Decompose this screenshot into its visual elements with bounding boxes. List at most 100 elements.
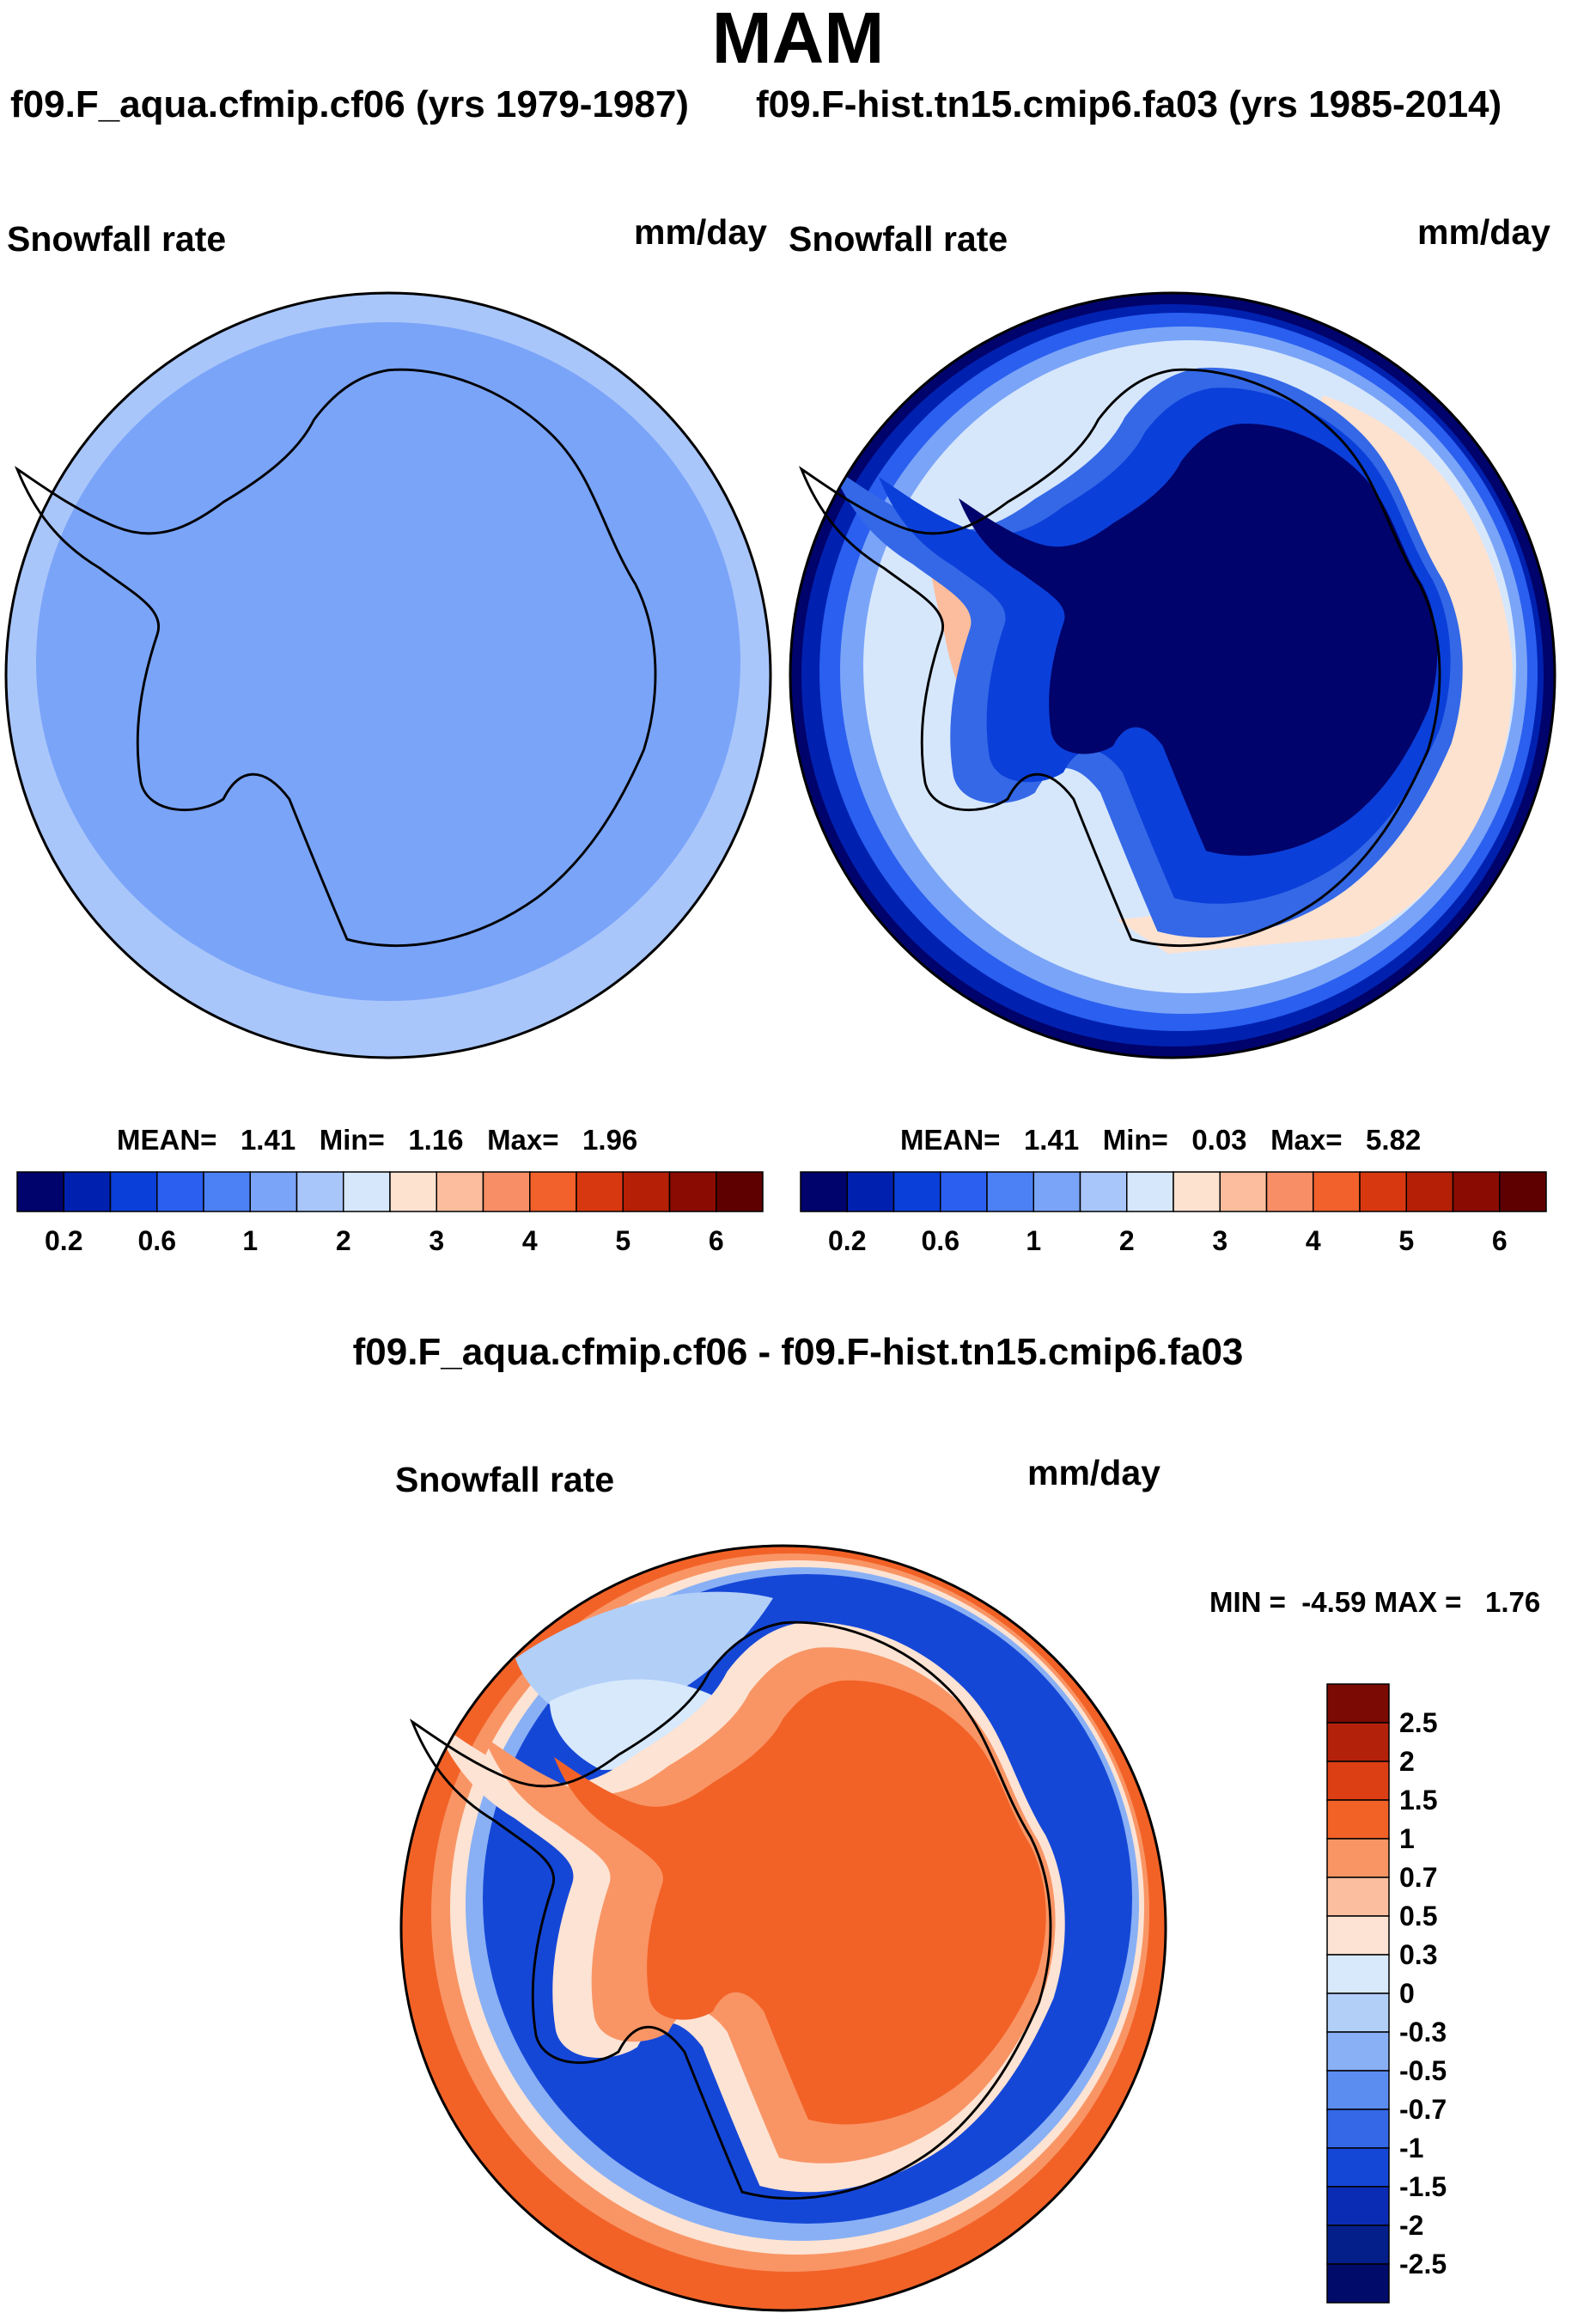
diff-max-label: MAX = xyxy=(1374,1586,1462,1618)
diff-units-label: mm/day xyxy=(1027,1453,1160,1492)
colorbar-swatch xyxy=(343,1171,391,1212)
right-variable-label: Snowfall rate xyxy=(789,219,1008,259)
diff-map xyxy=(395,1538,1177,2313)
diff-map-border xyxy=(399,1544,1167,2312)
colorbar-swatch xyxy=(986,1171,1034,1212)
colorbar-swatch xyxy=(1326,2147,1390,2188)
colorbar-swatch xyxy=(1265,1171,1314,1212)
colorbar-tick-label: -0.7 xyxy=(1399,2094,1447,2125)
colorbar-swatch xyxy=(622,1171,671,1212)
colorbar-swatch xyxy=(668,1171,717,1212)
left-colorbar xyxy=(16,1171,764,1212)
left-min-value: 1.16 xyxy=(408,1124,464,1156)
colorbar-swatch xyxy=(1405,1171,1454,1212)
colorbar-tick-label: 0.5 xyxy=(1399,1901,1438,1932)
colorbar-tick-label: 0.7 xyxy=(1399,1862,1438,1893)
page-title: MAM xyxy=(711,0,885,78)
left-variable-label: Snowfall rate xyxy=(7,219,227,259)
right-map xyxy=(773,284,1572,1065)
colorbar-tick-label: 5 xyxy=(1398,1225,1415,1256)
colorbar-swatch xyxy=(156,1171,204,1212)
colorbar-swatch xyxy=(1326,1877,1390,1917)
colorbar-swatch xyxy=(1326,2225,1390,2265)
diff-min-label: MIN = xyxy=(1209,1586,1286,1618)
left-max-label: Max= xyxy=(487,1124,559,1156)
left-max-value: 1.96 xyxy=(582,1124,638,1156)
colorbar-tick-label: 5 xyxy=(615,1225,631,1256)
colorbar-swatch xyxy=(1219,1171,1268,1212)
colorbar-swatch xyxy=(1326,1954,1390,1994)
colorbar-tick-label: 6 xyxy=(708,1225,724,1256)
diff-case-title: f09.F_aqua.cfmip.cf06 - f09.F-hist.tn15.… xyxy=(352,1331,1244,1373)
colorbar-tick-label: -0.3 xyxy=(1399,2017,1447,2048)
colorbar-swatch xyxy=(295,1171,344,1212)
colorbar-swatch xyxy=(1452,1171,1501,1212)
left-min-label: Min= xyxy=(319,1124,385,1156)
right-min-value: 0.03 xyxy=(1191,1124,1247,1156)
diff-max-value: 1.76 xyxy=(1484,1586,1541,1618)
right-max-value: 5.82 xyxy=(1366,1124,1422,1156)
colorbar-tick-label: 2 xyxy=(1118,1225,1135,1256)
colorbar-swatch xyxy=(203,1171,251,1212)
colorbar-tick-label: 1 xyxy=(1399,1823,1415,1854)
left-mean-label: MEAN= xyxy=(117,1124,217,1156)
colorbar-swatch xyxy=(389,1171,437,1212)
colorbar-tick-label: 0.2 xyxy=(45,1225,83,1256)
colorbar-swatch xyxy=(1079,1171,1128,1212)
colorbar-tick-label: 0 xyxy=(1399,1978,1415,2009)
colorbar-swatch xyxy=(716,1171,764,1212)
colorbar-tick-label: -1.5 xyxy=(1399,2171,1447,2202)
colorbar-tick-label: 3 xyxy=(1212,1225,1228,1256)
colorbar-swatch xyxy=(1326,1761,1390,1801)
colorbar-swatch xyxy=(1326,1722,1390,1762)
right-mean-label: MEAN= xyxy=(900,1124,1001,1156)
colorbar-tick-label: 2 xyxy=(335,1225,351,1256)
colorbar-tick-label: -2.5 xyxy=(1399,2249,1447,2279)
diff-variable-label: Snowfall rate xyxy=(395,1460,615,1499)
colorbar-swatch xyxy=(846,1171,895,1212)
colorbar-swatch xyxy=(1326,1915,1390,1956)
colorbar-swatch xyxy=(482,1171,531,1212)
colorbar-swatch xyxy=(436,1171,484,1212)
colorbar-swatch xyxy=(529,1171,577,1212)
right-min-label: Min= xyxy=(1102,1124,1168,1156)
colorbar-swatch xyxy=(63,1171,112,1212)
colorbar-tick-label: 4 xyxy=(1305,1225,1321,1256)
colorbar-tick-label: 1.5 xyxy=(1399,1785,1438,1816)
colorbar-tick-label: 0.3 xyxy=(1399,1939,1438,1970)
colorbar-swatch xyxy=(1499,1171,1547,1212)
right-stats: MEAN= 1.41 Min= 0.03 Max= 5.82 xyxy=(900,1126,1421,1154)
right-case-title: f09.F-hist.tn15.cmip6.fa03 (yrs 1985-201… xyxy=(756,83,1502,125)
right-max-label: Max= xyxy=(1270,1124,1343,1156)
colorbar-tick-label: -0.5 xyxy=(1399,2055,1447,2086)
colorbar-swatch xyxy=(1313,1171,1361,1212)
colorbar-tick-label: 0.2 xyxy=(828,1225,867,1256)
colorbar-swatch xyxy=(109,1171,158,1212)
colorbar-tick-label: 1 xyxy=(1026,1225,1042,1256)
colorbar-swatch xyxy=(1326,2186,1390,2226)
colorbar-swatch xyxy=(1326,1683,1390,1724)
colorbar-swatch xyxy=(1326,1838,1390,1878)
diff-minmax: MIN = -4.59 MAX = 1.76 xyxy=(1209,1588,1540,1616)
colorbar-tick-label: 2 xyxy=(1399,1746,1415,1777)
left-map xyxy=(0,284,782,1065)
left-inner-field xyxy=(36,322,740,1001)
colorbar-swatch xyxy=(892,1171,941,1212)
colorbar-swatch xyxy=(1033,1171,1081,1212)
colorbar-tick-label: 4 xyxy=(521,1225,538,1256)
colorbar-swatch xyxy=(800,1171,848,1212)
left-mean-value: 1.41 xyxy=(240,1124,296,1156)
diff-colorbar xyxy=(1326,1683,1390,2304)
diff-min-value: -4.59 xyxy=(1301,1586,1367,1618)
right-map-border xyxy=(789,291,1556,1059)
colorbar-tick-label: -2 xyxy=(1399,2210,1424,2241)
right-mean-value: 1.41 xyxy=(1023,1124,1080,1156)
right-colorbar xyxy=(800,1171,1547,1212)
left-case-title: f09.F_aqua.cfmip.cf06 (yrs 1979-1987) xyxy=(10,83,689,125)
colorbar-swatch xyxy=(16,1171,64,1212)
colorbar-swatch xyxy=(940,1171,988,1212)
left-map-border xyxy=(4,291,772,1059)
left-units-label: mm/day xyxy=(634,212,767,252)
colorbar-swatch xyxy=(1326,2109,1390,2149)
